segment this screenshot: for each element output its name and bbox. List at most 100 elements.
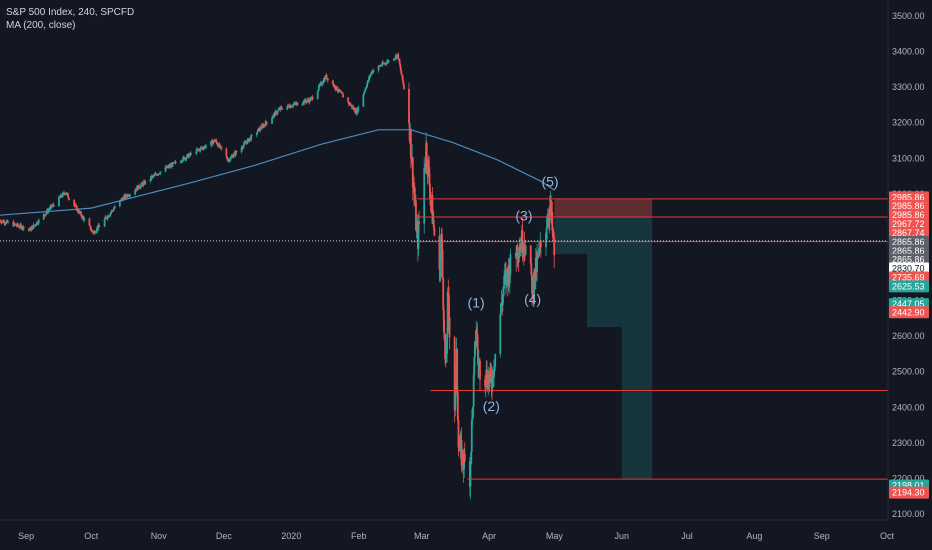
- candle-body: [470, 420, 473, 453]
- price-tag-label: 2198.01: [892, 481, 925, 491]
- price-tag: [889, 208, 929, 221]
- candle-body: [342, 94, 344, 98]
- candle-body: [13, 222, 15, 227]
- candle-body: [73, 199, 76, 206]
- candle-body: [49, 207, 51, 210]
- candle-body: [230, 156, 233, 158]
- candle-body: [508, 274, 511, 284]
- candle-body: [37, 219, 40, 224]
- candle-body: [408, 88, 410, 124]
- candle-body: [155, 173, 157, 175]
- candle-body: [476, 334, 479, 350]
- candle-body: [108, 215, 111, 217]
- candle-body: [188, 155, 190, 158]
- target-zone: [621, 216, 653, 480]
- y-tick-label: 2300.00: [892, 438, 925, 448]
- candle-body: [122, 196, 125, 201]
- candle-body: [438, 235, 441, 270]
- wave-label: (1): [468, 295, 485, 311]
- candle-body: [506, 269, 509, 274]
- candle-body: [272, 114, 275, 118]
- candle-body: [491, 387, 493, 389]
- candle-body: [52, 204, 55, 206]
- candle-body: [441, 249, 444, 279]
- candle-body: [368, 77, 371, 78]
- candle-body: [550, 199, 552, 217]
- price-tag-label: 2865.86: [892, 255, 925, 265]
- candle-body: [229, 159, 232, 162]
- x-tick-label: Jul: [681, 531, 693, 541]
- candle-body: [195, 153, 197, 154]
- candle-body: [286, 106, 289, 110]
- candle-body: [78, 211, 81, 213]
- candle-body: [366, 80, 369, 84]
- candle-body: [473, 357, 476, 376]
- candle-body: [151, 176, 154, 179]
- indicator-label[interactable]: MA (200, close): [6, 20, 76, 31]
- candle-body: [104, 216, 107, 218]
- candle-body: [316, 91, 319, 100]
- candle-body: [333, 85, 336, 89]
- candle-body: [43, 214, 46, 216]
- candle-body: [398, 58, 401, 64]
- y-tick-label: 2200.00: [892, 473, 925, 483]
- candle-body: [181, 161, 183, 163]
- candle-body: [418, 221, 421, 224]
- candle-body: [455, 367, 457, 394]
- candle-body: [14, 224, 17, 226]
- candle-body: [75, 205, 78, 211]
- candle-body: [112, 209, 115, 211]
- candle-body: [400, 70, 403, 75]
- candle-body: [219, 145, 222, 147]
- x-tick-label: Oct: [880, 531, 895, 541]
- candle-body: [307, 99, 310, 101]
- candle-body: [508, 264, 511, 284]
- candle-body: [446, 291, 449, 334]
- candle-body: [470, 452, 473, 462]
- candle-body: [548, 206, 551, 221]
- symbol-title[interactable]: S&P 500 Index, 240, SPCFD: [6, 7, 135, 18]
- price-axis: 3500.003400.003300.003200.003100.003000.…: [887, 0, 929, 520]
- candle-body: [501, 294, 504, 306]
- candle-body: [264, 121, 267, 126]
- candle-body: [89, 226, 92, 231]
- candle-body: [545, 233, 547, 248]
- candle-body: [127, 194, 129, 197]
- stop-zone: [554, 198, 653, 217]
- candle-body: [164, 167, 167, 172]
- candle-body: [156, 174, 159, 176]
- candle-body: [551, 212, 554, 231]
- candle-body: [215, 139, 218, 142]
- candle-body: [429, 183, 431, 198]
- candle-body: [416, 226, 419, 231]
- candle-body: [0, 220, 2, 222]
- candle-body: [140, 182, 143, 186]
- candle-body: [364, 89, 367, 92]
- candle-body: [241, 147, 244, 149]
- candle-body: [353, 107, 356, 112]
- price-tag: [889, 486, 929, 499]
- x-tick-label: Nov: [151, 531, 168, 541]
- candle-body: [271, 117, 273, 124]
- candle-body: [215, 141, 218, 145]
- candle-body: [463, 453, 466, 470]
- candle-body: [89, 225, 91, 227]
- candle-body: [387, 60, 390, 63]
- candle-body: [493, 371, 495, 378]
- candle-body: [52, 205, 55, 207]
- candle-body: [349, 102, 351, 106]
- candle-body: [256, 131, 259, 133]
- candle-body: [218, 143, 221, 147]
- candle-body: [7, 221, 10, 223]
- candle-body: [61, 196, 64, 198]
- price-tag-label: 2865.86: [892, 246, 925, 256]
- candle-body: [539, 241, 542, 248]
- candle-body: [503, 274, 506, 277]
- candle-body: [189, 153, 192, 155]
- candle-body: [129, 194, 131, 196]
- candle-body: [295, 103, 298, 105]
- candle-body: [202, 147, 204, 149]
- candle-body: [20, 225, 23, 229]
- candle-body: [337, 91, 339, 92]
